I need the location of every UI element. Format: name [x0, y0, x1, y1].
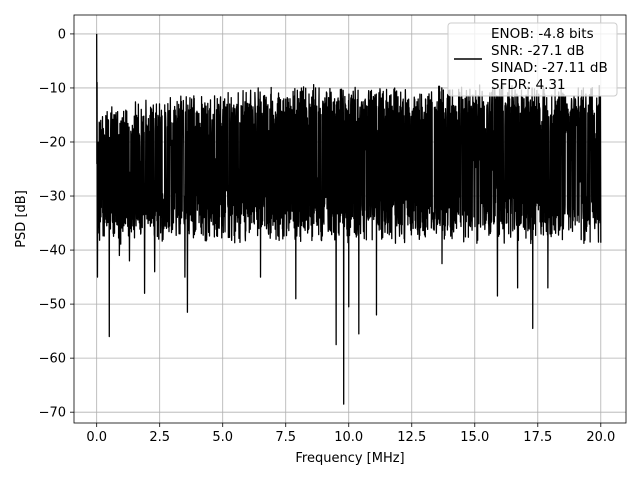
- x-tick-label: 10.0: [334, 430, 363, 445]
- x-axis: 0.0 2.5 5.0 7.5 10.0 12.5 15.0 17.5 20.0: [86, 423, 615, 445]
- x-axis-label: Frequency [MHz]: [295, 451, 404, 466]
- legend-sinad: SINAD: -27.11 dB: [491, 60, 608, 76]
- y-tick-label: −70: [39, 406, 66, 421]
- y-axis: 0 −10 −20 −30 −40 −50 −60 −70: [39, 27, 74, 421]
- y-tick-label: −60: [39, 352, 66, 367]
- series-layer: [96, 33, 602, 405]
- x-tick-label: 17.5: [523, 430, 552, 445]
- y-tick-label: −40: [39, 244, 66, 259]
- x-tick-label: 5.0: [212, 430, 233, 445]
- legend-enob: ENOB: -4.8 bits: [491, 26, 594, 42]
- y-axis-label: PSD [dB]: [14, 190, 29, 248]
- x-tick-label: 12.5: [397, 430, 426, 445]
- y-tick-label: −50: [39, 298, 66, 313]
- x-tick-label: 20.0: [586, 430, 615, 445]
- y-tick-label: 0: [58, 27, 66, 42]
- x-tick-label: 0.0: [86, 430, 107, 445]
- legend-snr: SNR: -27.1 dB: [491, 43, 585, 59]
- x-tick-label: 7.5: [275, 430, 296, 445]
- x-tick-label: 2.5: [149, 430, 170, 445]
- y-tick-label: −20: [39, 135, 66, 150]
- psd-series-line: [96, 33, 602, 405]
- legend: ENOB: -4.8 bits SNR: -27.1 dB SINAD: -27…: [447, 22, 618, 97]
- legend-box: [447, 22, 618, 97]
- y-tick-label: −30: [39, 190, 66, 205]
- plot-frame: [73, 14, 627, 424]
- y-tick-label: −10: [39, 81, 66, 96]
- legend-sfdr: SFDR: 4.31: [491, 77, 566, 93]
- x-tick-label: 15.0: [460, 430, 489, 445]
